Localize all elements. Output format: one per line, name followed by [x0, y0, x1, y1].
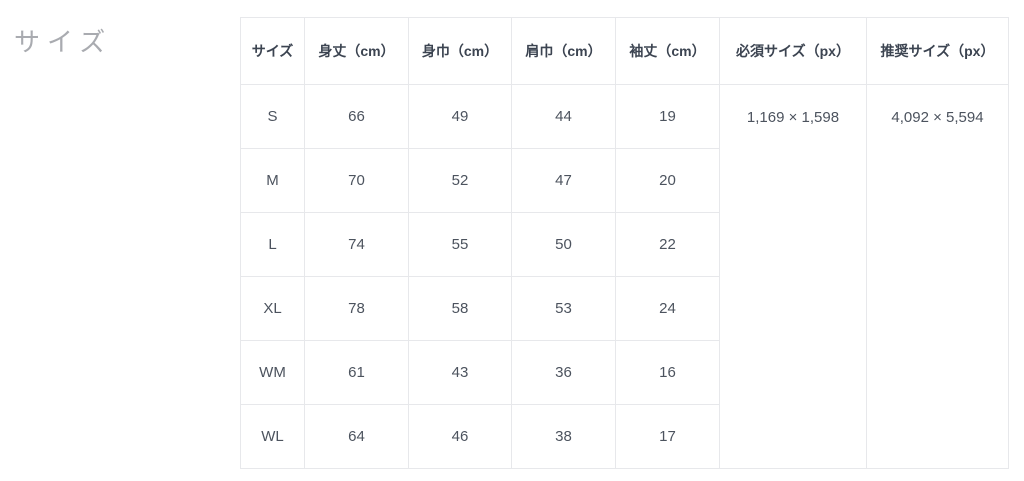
- column-header-required-size: 必須サイズ（px）: [719, 17, 867, 85]
- cell-body-length: 78: [304, 276, 409, 341]
- column-header-size: サイズ: [240, 17, 305, 85]
- table-row-l: L 74 55 50 22: [240, 212, 1009, 277]
- cell-required-size: 1,169 × 1,598: [719, 84, 867, 469]
- cell-size: WM: [240, 340, 305, 405]
- cell-sleeve-length: 19: [615, 84, 720, 149]
- size-spec-table: サイズ 身丈（cm） 身巾（cm） 肩巾（cm） 袖丈（cm） 必須サイズ（px…: [240, 17, 1009, 469]
- section-title: サイズ: [14, 27, 113, 57]
- cell-shoulder-width: 47: [511, 148, 616, 213]
- cell-sleeve-length: 16: [615, 340, 720, 405]
- cell-body-width: 52: [408, 148, 512, 213]
- cell-shoulder-width: 36: [511, 340, 616, 405]
- cell-body-length: 61: [304, 340, 409, 405]
- cell-size: M: [240, 148, 305, 213]
- cell-sleeve-length: 24: [615, 276, 720, 341]
- cell-body-width: 46: [408, 404, 512, 469]
- column-header-body-width: 身巾（cm）: [408, 17, 512, 85]
- cell-body-length: 70: [304, 148, 409, 213]
- cell-body-width: 49: [408, 84, 512, 149]
- cell-size: S: [240, 84, 305, 149]
- table-header-row: サイズ 身丈（cm） 身巾（cm） 肩巾（cm） 袖丈（cm） 必須サイズ（px…: [240, 17, 1009, 85]
- cell-shoulder-width: 50: [511, 212, 616, 277]
- table-row-wl: WL 64 46 38 17: [240, 404, 1009, 469]
- cell-sleeve-length: 22: [615, 212, 720, 277]
- table-row-m: M 70 52 47 20: [240, 148, 1009, 213]
- cell-size: L: [240, 212, 305, 277]
- cell-shoulder-width: 44: [511, 84, 616, 149]
- cell-body-length: 66: [304, 84, 409, 149]
- column-header-sleeve-length: 袖丈（cm）: [615, 17, 720, 85]
- cell-body-width: 55: [408, 212, 512, 277]
- table-row-wm: WM 61 43 36 16: [240, 340, 1009, 405]
- column-header-recommended-size: 推奨サイズ（px）: [866, 17, 1009, 85]
- cell-body-length: 74: [304, 212, 409, 277]
- cell-body-width: 43: [408, 340, 512, 405]
- cell-size: XL: [240, 276, 305, 341]
- cell-sleeve-length: 20: [615, 148, 720, 213]
- cell-sleeve-length: 17: [615, 404, 720, 469]
- cell-body-width: 58: [408, 276, 512, 341]
- table-row-s: S 66 49 44 19 1,169 × 1,598 4,092 × 5,59…: [240, 84, 1009, 469]
- cell-shoulder-width: 38: [511, 404, 616, 469]
- column-header-body-length: 身丈（cm）: [304, 17, 409, 85]
- cell-recommended-size: 4,092 × 5,594: [866, 84, 1009, 469]
- column-header-shoulder-width: 肩巾（cm）: [511, 17, 616, 85]
- cell-body-length: 64: [304, 404, 409, 469]
- cell-shoulder-width: 53: [511, 276, 616, 341]
- cell-size: WL: [240, 404, 305, 469]
